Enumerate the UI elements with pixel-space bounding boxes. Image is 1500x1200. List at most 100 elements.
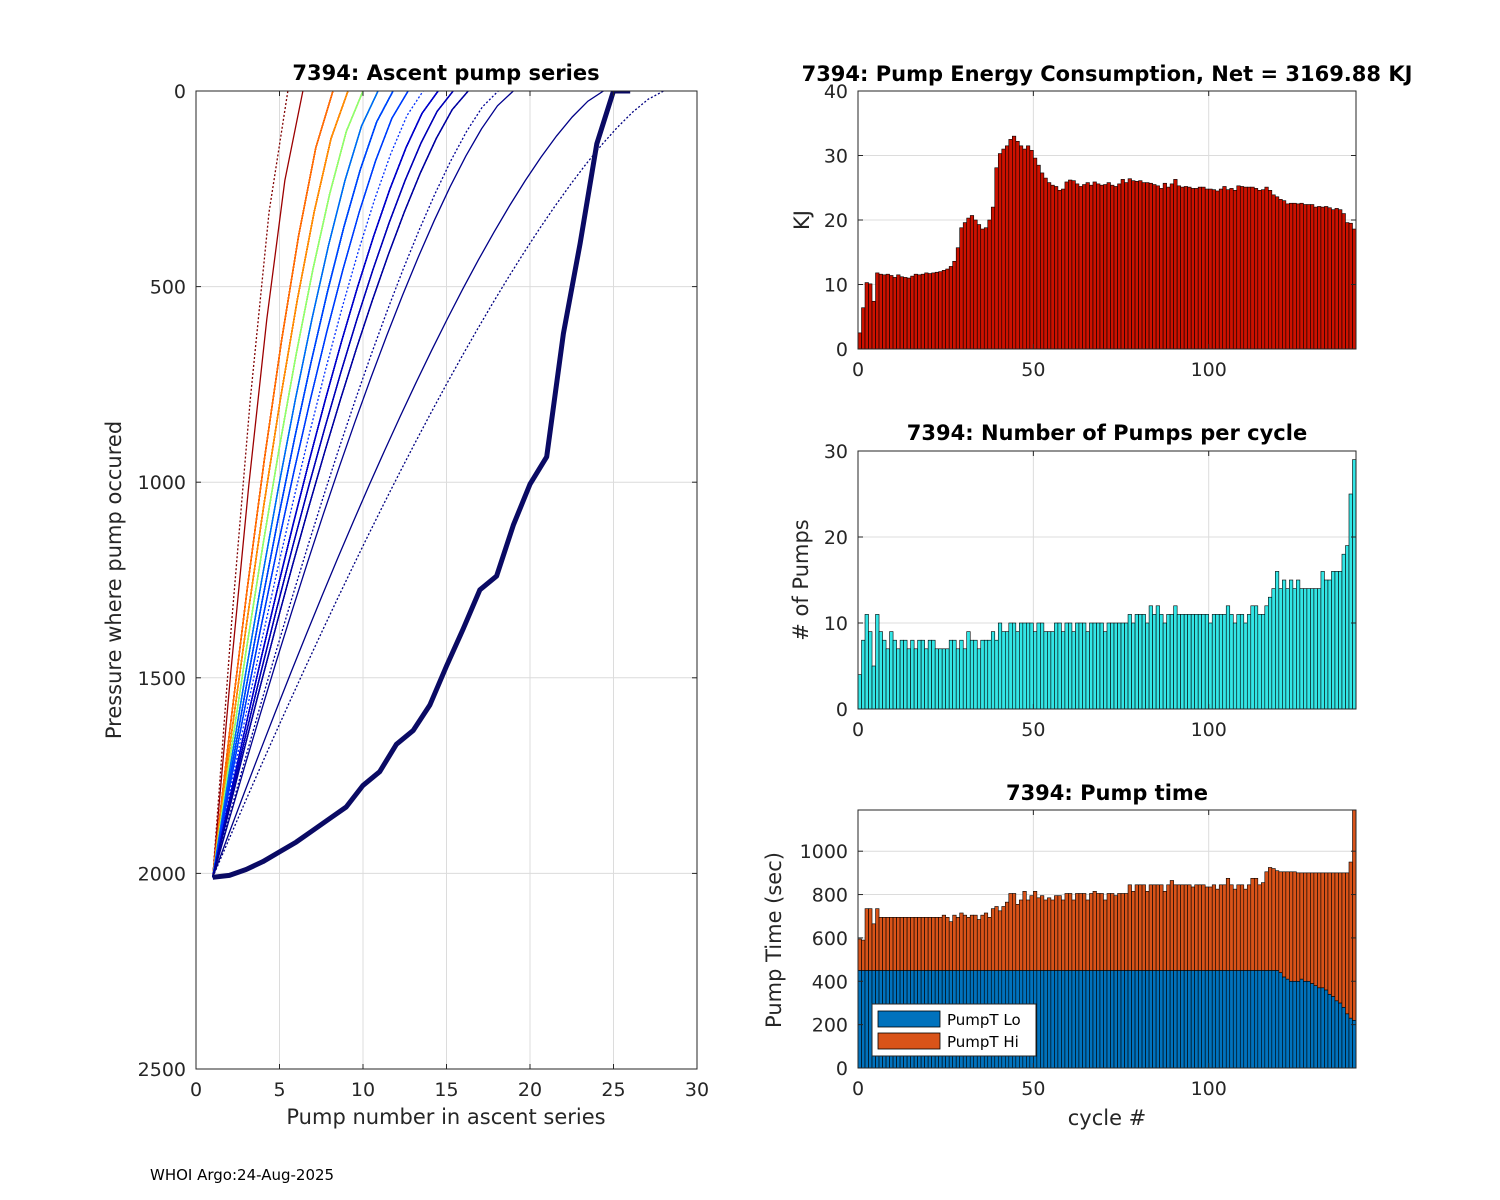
pumptime-bar-0-96 [1194,970,1199,1069]
energy-bar-13 [903,277,908,350]
npumps-bar-115 [1261,614,1266,710]
npumps-bar-64 [1082,622,1087,710]
npumps-bar-75 [1120,622,1125,710]
pumptime-bar-1-29 [959,912,964,971]
npumps-bar-98 [1201,614,1206,710]
pumptime-bar-1-33 [973,914,978,971]
ascent-ytick-label-2: 1000 [138,472,186,494]
pumptime-bar-1-106 [1229,884,1234,971]
npumps-bar-87 [1162,622,1167,710]
npumps-bar-55 [1050,631,1055,710]
npumps-bar-105 [1225,605,1231,710]
energy-bar-80 [1138,180,1143,350]
energy-bar-130 [1313,206,1318,350]
pumptime-bar-0-121 [1282,976,1287,1069]
pumptime-bar-1-22 [934,917,939,971]
energy-bar-139 [1345,222,1350,350]
pumptime-bar-1-81 [1141,884,1146,971]
pumptime-bar-0-67 [1092,970,1097,1069]
npumps-bar-71 [1106,622,1111,710]
energy-ytick-label-2: 20 [824,210,848,232]
energy-bar-71 [1106,182,1111,350]
npumps-bar-134 [1327,579,1332,710]
pumptime-bar-1-100 [1208,886,1213,971]
pumptime-bar-0-113 [1253,970,1259,1069]
npumps-bar-49 [1029,622,1034,710]
pumptime-bar-1-78 [1131,891,1136,971]
pumptime-bar-0-53 [1043,970,1048,1069]
energy-bar-89 [1169,183,1174,350]
npumps-bar-82 [1145,622,1150,710]
energy-bar-42 [1004,145,1010,350]
pumptime-bar-0-105 [1225,970,1231,1069]
ascent-series-line-115 [212,91,394,878]
energy-bar-25 [945,268,950,350]
ascent-ytick-label-1: 500 [150,277,186,299]
npumps-ytick-label-1: 10 [824,613,848,635]
npumps-bar-43 [1008,622,1013,710]
energy-bar-19 [924,272,929,350]
pumptime-bar-0-85 [1155,970,1160,1069]
pumptime-bar-0-61 [1071,970,1076,1069]
pumptime-bar-1-67 [1092,891,1097,971]
energy-bar-64 [1082,184,1087,350]
pumptime-bar-1-132 [1320,872,1325,989]
npumps-bar-56 [1054,622,1059,710]
pumptime-bar-1-127 [1303,872,1308,982]
pumptime-bar-1-24 [941,914,946,971]
npumps-bar-80 [1138,614,1143,710]
pumptime-bar-0-0 [857,970,862,1069]
energy-bar-73 [1113,186,1118,350]
npumps-xtick-label-0: 0 [852,719,864,741]
pumptime-bar-1-15 [910,917,915,971]
pumptime-bar-1-20 [927,917,932,971]
npumps-bar-20 [927,639,932,710]
pumptime-bar-1-44 [1012,893,1017,971]
npumps-bar-11 [896,648,901,710]
npumps-bar-57 [1057,622,1062,710]
energy-bar-112 [1250,186,1255,350]
npumps-bar-110 [1243,622,1248,710]
npumps-bar-131 [1317,588,1322,710]
energy-bar-38 [990,206,996,350]
energy-xtick-label-2: 100 [1191,359,1227,381]
pumptime-ylabel: Pump Time (sec) [762,852,786,1028]
energy-bar-101 [1211,189,1217,350]
npumps-ytick-label-3: 30 [824,441,848,463]
pumptime-bar-1-8 [885,917,890,971]
ascent-series-line-0 [212,91,289,878]
pumptime-bar-1-95 [1190,886,1195,971]
pumptime-bar-1-107 [1232,888,1238,971]
npumps-bar-106 [1229,614,1234,710]
pumptime-bar-1-27 [952,914,957,971]
npumps-bar-51 [1036,622,1041,710]
pumptime-bar-1-10 [892,917,897,971]
pumptime-bar-1-129 [1310,872,1315,984]
energy-bar-24 [941,270,946,350]
pumptime-bar-1-139 [1345,872,1350,1015]
pumptime-bar-0-118 [1271,970,1276,1069]
ascent-series-line-116 [212,91,409,878]
pumptime-bar-1-17 [917,917,922,971]
npumps-bar-54 [1047,631,1052,710]
npumps-bar-17 [917,639,922,710]
energy-bar-72 [1110,184,1115,350]
npumps-bar-37 [987,639,992,710]
ascent-series-line-131 [212,91,439,878]
pumptime-bar-1-99 [1204,886,1210,971]
pumptime-bar-0-115 [1261,970,1266,1069]
pumptime-bar-1-114 [1257,884,1262,971]
pumptime-bar-1-121 [1282,871,1287,978]
pumptime-bar-0-104 [1222,970,1227,1069]
pumptime-bar-1-68 [1096,893,1101,971]
npumps-bar-89 [1169,614,1174,710]
pumptime-bar-0-81 [1141,970,1146,1069]
energy-bar-57 [1057,190,1062,350]
npumps-bar-122 [1285,588,1290,710]
energy-bar-20 [927,273,932,350]
npumps-ylabel: # of Pumps [789,519,813,641]
energy-bar-109 [1239,186,1245,350]
npumps-bar-139 [1345,545,1350,710]
pumptime-bar-0-126 [1299,978,1304,1069]
